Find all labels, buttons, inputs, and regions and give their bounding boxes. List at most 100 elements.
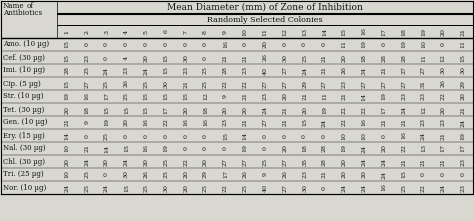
Text: Imi. (10 µg): Imi. (10 µg) — [3, 67, 45, 74]
Text: 17: 17 — [382, 27, 386, 36]
Text: 20: 20 — [283, 93, 287, 101]
Text: 21: 21 — [283, 118, 287, 126]
Text: 23: 23 — [421, 118, 426, 126]
Text: 0: 0 — [203, 55, 208, 59]
Text: 22: 22 — [362, 105, 366, 114]
Text: 11: 11 — [263, 27, 267, 36]
Text: 20: 20 — [144, 158, 149, 166]
Text: 9: 9 — [223, 29, 228, 34]
Text: 21: 21 — [283, 105, 287, 114]
Text: 15: 15 — [144, 105, 149, 114]
Text: 22: 22 — [223, 183, 228, 192]
Text: 30: 30 — [183, 53, 188, 61]
Text: 20: 20 — [362, 170, 366, 179]
Text: 28: 28 — [322, 145, 327, 152]
Text: 24: 24 — [322, 118, 327, 127]
Text: 27: 27 — [283, 80, 287, 88]
Text: 0: 0 — [84, 42, 89, 46]
Text: 20: 20 — [263, 40, 267, 48]
Text: 23: 23 — [461, 183, 465, 192]
Text: 21: 21 — [382, 67, 386, 74]
Text: 9: 9 — [223, 95, 228, 99]
Text: 16: 16 — [362, 28, 366, 35]
Text: 0: 0 — [263, 133, 267, 137]
Text: 21: 21 — [401, 118, 406, 126]
Text: 23: 23 — [223, 118, 228, 126]
Text: 14: 14 — [322, 27, 327, 36]
Text: Name: Name — [3, 2, 25, 10]
Text: 29: 29 — [461, 80, 465, 88]
Text: 0: 0 — [104, 55, 109, 59]
Text: 0: 0 — [283, 133, 287, 137]
Text: Antibiotics: Antibiotics — [3, 9, 42, 17]
Text: 18: 18 — [362, 53, 366, 61]
Text: 25: 25 — [164, 158, 168, 166]
Text: 28: 28 — [382, 53, 386, 61]
Text: 15: 15 — [164, 93, 168, 101]
Text: 15: 15 — [64, 53, 69, 61]
Text: 14: 14 — [64, 131, 69, 140]
Text: 5: 5 — [144, 29, 149, 34]
Text: 10: 10 — [64, 145, 69, 152]
Text: 0: 0 — [183, 147, 188, 151]
Text: 0: 0 — [164, 133, 168, 137]
Text: 23: 23 — [263, 93, 267, 101]
Text: 30: 30 — [283, 53, 287, 61]
Text: 27: 27 — [401, 80, 406, 88]
Text: 20: 20 — [104, 158, 109, 166]
Text: 8: 8 — [203, 29, 208, 34]
Text: 19: 19 — [342, 145, 347, 152]
Text: 0: 0 — [144, 133, 149, 137]
Text: 15: 15 — [124, 105, 129, 114]
Text: 17: 17 — [104, 93, 109, 101]
Text: 23: 23 — [302, 170, 307, 179]
Text: 27: 27 — [263, 80, 267, 88]
Text: 34: 34 — [362, 67, 366, 74]
Text: 16: 16 — [362, 118, 366, 126]
Text: 0: 0 — [183, 42, 188, 46]
Text: 15: 15 — [64, 40, 69, 48]
Text: 15: 15 — [342, 27, 347, 36]
Text: 22: 22 — [164, 118, 168, 126]
Text: 0: 0 — [283, 42, 287, 46]
Text: 19: 19 — [401, 40, 406, 48]
Text: 15: 15 — [183, 93, 188, 101]
Text: 28: 28 — [64, 67, 69, 74]
Text: 25: 25 — [124, 93, 129, 101]
Text: 12: 12 — [441, 53, 446, 61]
Text: 27: 27 — [401, 67, 406, 74]
Text: 25: 25 — [144, 80, 149, 88]
Text: 23: 23 — [84, 53, 89, 61]
Text: 27: 27 — [362, 80, 366, 88]
Text: 0: 0 — [124, 42, 129, 46]
Text: 21: 21 — [342, 93, 347, 101]
Text: Randomly Selected Colonies: Randomly Selected Colonies — [207, 15, 323, 23]
Text: 21: 21 — [322, 170, 327, 179]
Text: 26: 26 — [124, 80, 129, 88]
Text: 20: 20 — [124, 118, 129, 126]
Text: 20: 20 — [144, 53, 149, 61]
Text: 0: 0 — [461, 173, 465, 177]
Text: 19: 19 — [243, 145, 248, 152]
Text: 20: 20 — [64, 105, 69, 114]
Text: Chl. (30 µg): Chl. (30 µg) — [3, 158, 45, 166]
Text: 24: 24 — [84, 157, 89, 166]
Text: 27: 27 — [283, 67, 287, 74]
Text: 40: 40 — [263, 67, 267, 74]
Text: 25: 25 — [401, 183, 406, 192]
Text: 6: 6 — [164, 30, 168, 33]
Text: 0: 0 — [243, 42, 248, 46]
Text: 25: 25 — [104, 131, 109, 139]
Text: 18: 18 — [84, 105, 89, 114]
Text: 0: 0 — [203, 147, 208, 151]
Text: 10: 10 — [421, 40, 426, 48]
Text: 20: 20 — [342, 158, 347, 166]
Text: 4: 4 — [124, 55, 129, 60]
Text: 21: 21 — [302, 93, 307, 101]
Text: 21: 21 — [243, 118, 248, 126]
Text: 25: 25 — [243, 183, 248, 192]
Text: Gen. (10 µg): Gen. (10 µg) — [3, 118, 47, 126]
Text: 11: 11 — [342, 40, 347, 48]
Text: 23: 23 — [124, 67, 129, 74]
Text: 18: 18 — [401, 27, 406, 36]
